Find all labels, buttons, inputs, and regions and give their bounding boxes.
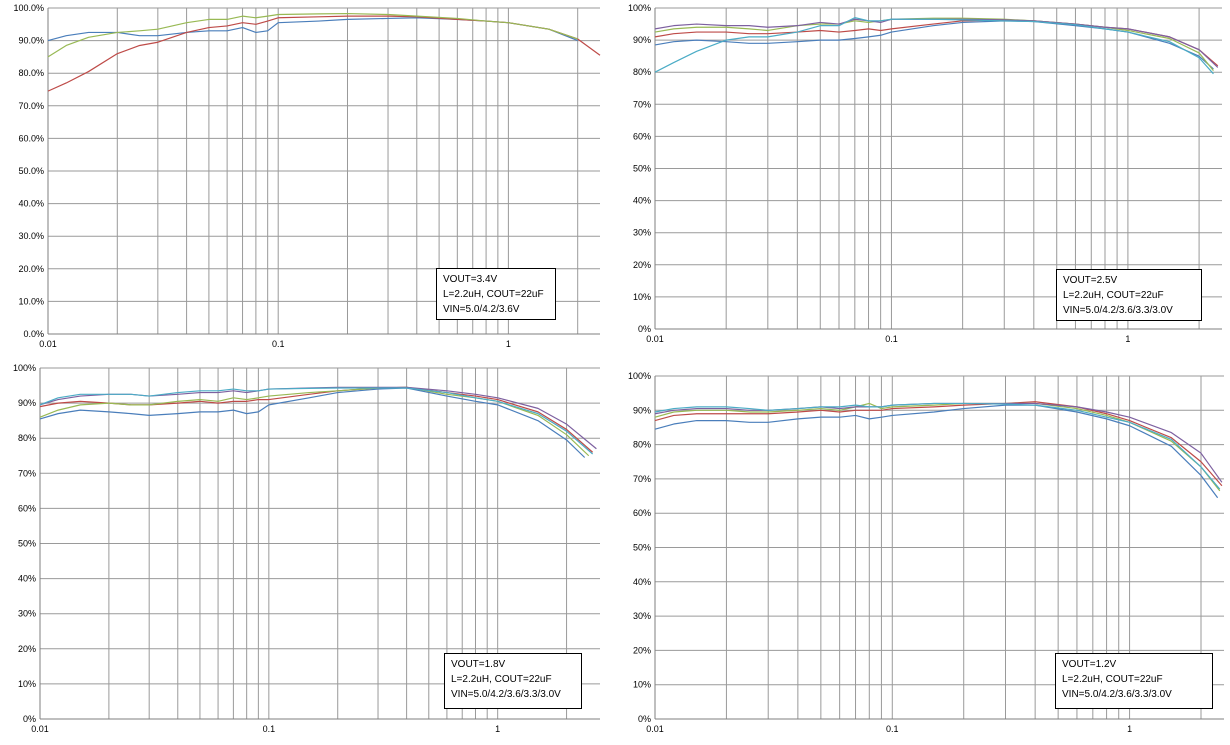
y-tick-label: 50% <box>633 164 651 174</box>
x-tick-label: 1 <box>1127 724 1132 734</box>
annotation-box: VOUT=2.5V L=2.2uH, COUT=22uF VIN=5.0/4.2/3… <box>1056 269 1202 321</box>
annotation-box: VOUT=1.2V L=2.2uH, COUT=22uF VIN=5.0/4.2/3… <box>1055 653 1213 709</box>
y-tick-label: 0% <box>638 714 651 724</box>
chart-panel-vout-1v2: 0% 10% 20% 30% 40% 50% 60% 70% 80% 90% 100% 0.01 0.1… <box>615 360 1230 745</box>
annotation-line: VOUT=1.8V <box>451 659 506 670</box>
y-tick-label: 30% <box>633 228 651 238</box>
annotation-line: VIN=5.0/4.2/3.6/3.3/3.0V <box>1062 689 1172 700</box>
y-tick-label: 20.0% <box>18 264 44 274</box>
y-tick-label: 80% <box>633 440 651 450</box>
y-tick-label: 60% <box>633 508 651 518</box>
y-tick-label: 90% <box>633 35 651 45</box>
y-tick-label: 20% <box>18 644 36 654</box>
x-tick-label: 0.1 <box>885 334 898 344</box>
y-tick-label: 100% <box>628 371 651 381</box>
y-tick-label: 10% <box>633 680 651 690</box>
y-tick-label: 30% <box>633 611 651 621</box>
grid <box>47 7 600 335</box>
series-line-5 <box>654 402 1221 490</box>
chart-panel-vout-2v5: 0% 10% 20% 30% 40% 50% 60% 70% 80% 90% 100% 0.01 0.1… <box>615 0 1230 358</box>
annotation-line: VIN=5.0/4.2/3.6/3.3/3.0V <box>1063 305 1173 316</box>
annotation-line: VOUT=1.2V <box>1062 659 1117 670</box>
y-tick-label: 0% <box>638 324 651 334</box>
y-tick-label: 60% <box>18 503 36 513</box>
series-line-4 <box>654 18 1219 68</box>
annotation-line: VOUT=2.5V <box>1063 275 1118 286</box>
y-tick-label: 50% <box>633 543 651 553</box>
chart-svg: 0.0% 10.0% 20.0% 30.0% 40.0% 50.0% 60.0% 70.0% 8… <box>13 3 601 349</box>
series-line-1 <box>39 387 586 458</box>
y-tick-label: 90.0% <box>18 36 44 46</box>
y-tick-label: 50% <box>18 539 36 549</box>
y-tick-label: 70.0% <box>18 101 44 111</box>
y-tick-label: 10% <box>18 679 36 689</box>
y-tick-label: 40% <box>18 574 36 584</box>
y-tick-label: 50.0% <box>18 166 44 176</box>
y-tick-label: 20% <box>633 260 651 270</box>
y-tick-label: 70% <box>633 99 651 109</box>
y-tick-label: 10% <box>633 292 651 302</box>
y-tick-label: 80% <box>18 433 36 443</box>
y-tick-label: 70% <box>18 468 36 478</box>
y-tick-label: 90% <box>633 405 651 415</box>
x-tick-label: 1 <box>1125 334 1130 344</box>
y-tick-label: 40% <box>633 196 651 206</box>
x-tick-label: 0.01 <box>646 724 664 734</box>
annotation-line: L=2.2uH, COUT=22uF <box>1063 290 1164 301</box>
x-tick-label: 1 <box>495 724 500 734</box>
y-tick-label: 20% <box>633 645 651 655</box>
y-tick-label: 80% <box>633 67 651 77</box>
y-tick-label: 0.0% <box>23 329 44 339</box>
chart-panel-vout-1v8: 0% 10% 20% 30% 40% 50% 60% 70% 80% 90% 100% 0.01 0.1… <box>0 360 612 745</box>
x-tick-label: 0.1 <box>886 724 899 734</box>
y-tick-label: 100% <box>13 363 36 373</box>
x-tick-label: 0.1 <box>263 724 276 734</box>
annotation-line: VIN=5.0/4.2/3.6V <box>443 304 520 315</box>
series-line-1 <box>654 404 1219 499</box>
annotation-line: L=2.2uH, COUT=22uF <box>451 674 552 685</box>
y-tick-label: 0% <box>23 714 36 724</box>
annotation-box: VOUT=1.8V L=2.2uH, COUT=22uF VIN=5.0/4.2/3… <box>444 653 582 709</box>
x-tick-label: 1 <box>506 339 511 349</box>
chart-panel-vout-3v4: 0.0% 10.0% 20.0% 30.0% 40.0% 50.0% 60.0% 70.0% 8… <box>0 0 612 358</box>
annotation-line: L=2.2uH, COUT=22uF <box>443 289 544 300</box>
series-line-3 <box>654 402 1221 492</box>
series-line-2 <box>654 401 1223 487</box>
x-tick-label: 0.1 <box>272 339 285 349</box>
y-tick-label: 100.0% <box>13 3 44 13</box>
y-tick-label: 90% <box>18 398 36 408</box>
series-line-5 <box>654 17 1214 75</box>
y-tick-label: 80.0% <box>18 68 44 78</box>
y-tick-label: 10.0% <box>18 296 44 306</box>
y-tick-label: 60.0% <box>18 133 44 143</box>
y-tick-label: 30.0% <box>18 231 44 241</box>
grid <box>39 367 600 720</box>
y-tick-label: 30% <box>18 609 36 619</box>
x-tick-label: 0.01 <box>31 724 49 734</box>
x-tick-label: 0.01 <box>39 339 57 349</box>
y-tick-label: 40.0% <box>18 199 44 209</box>
y-tick-label: 100% <box>628 3 651 13</box>
annotation-box: VOUT=3.4V L=2.2uH, COUT=22uF VIN=5.0/4.2/3… <box>436 268 556 320</box>
y-tick-label: 40% <box>633 577 651 587</box>
y-tick-label: 70% <box>633 474 651 484</box>
annotation-line: VOUT=3.4V <box>443 274 498 285</box>
annotation-line: VIN=5.0/4.2/3.6/3.3/3.0V <box>451 689 561 700</box>
series-line-5 <box>39 387 594 455</box>
series-line-3 <box>47 12 578 58</box>
y-tick-label: 60% <box>633 131 651 141</box>
annotation-line: L=2.2uH, COUT=22uF <box>1062 674 1163 685</box>
x-tick-label: 0.01 <box>646 334 664 344</box>
